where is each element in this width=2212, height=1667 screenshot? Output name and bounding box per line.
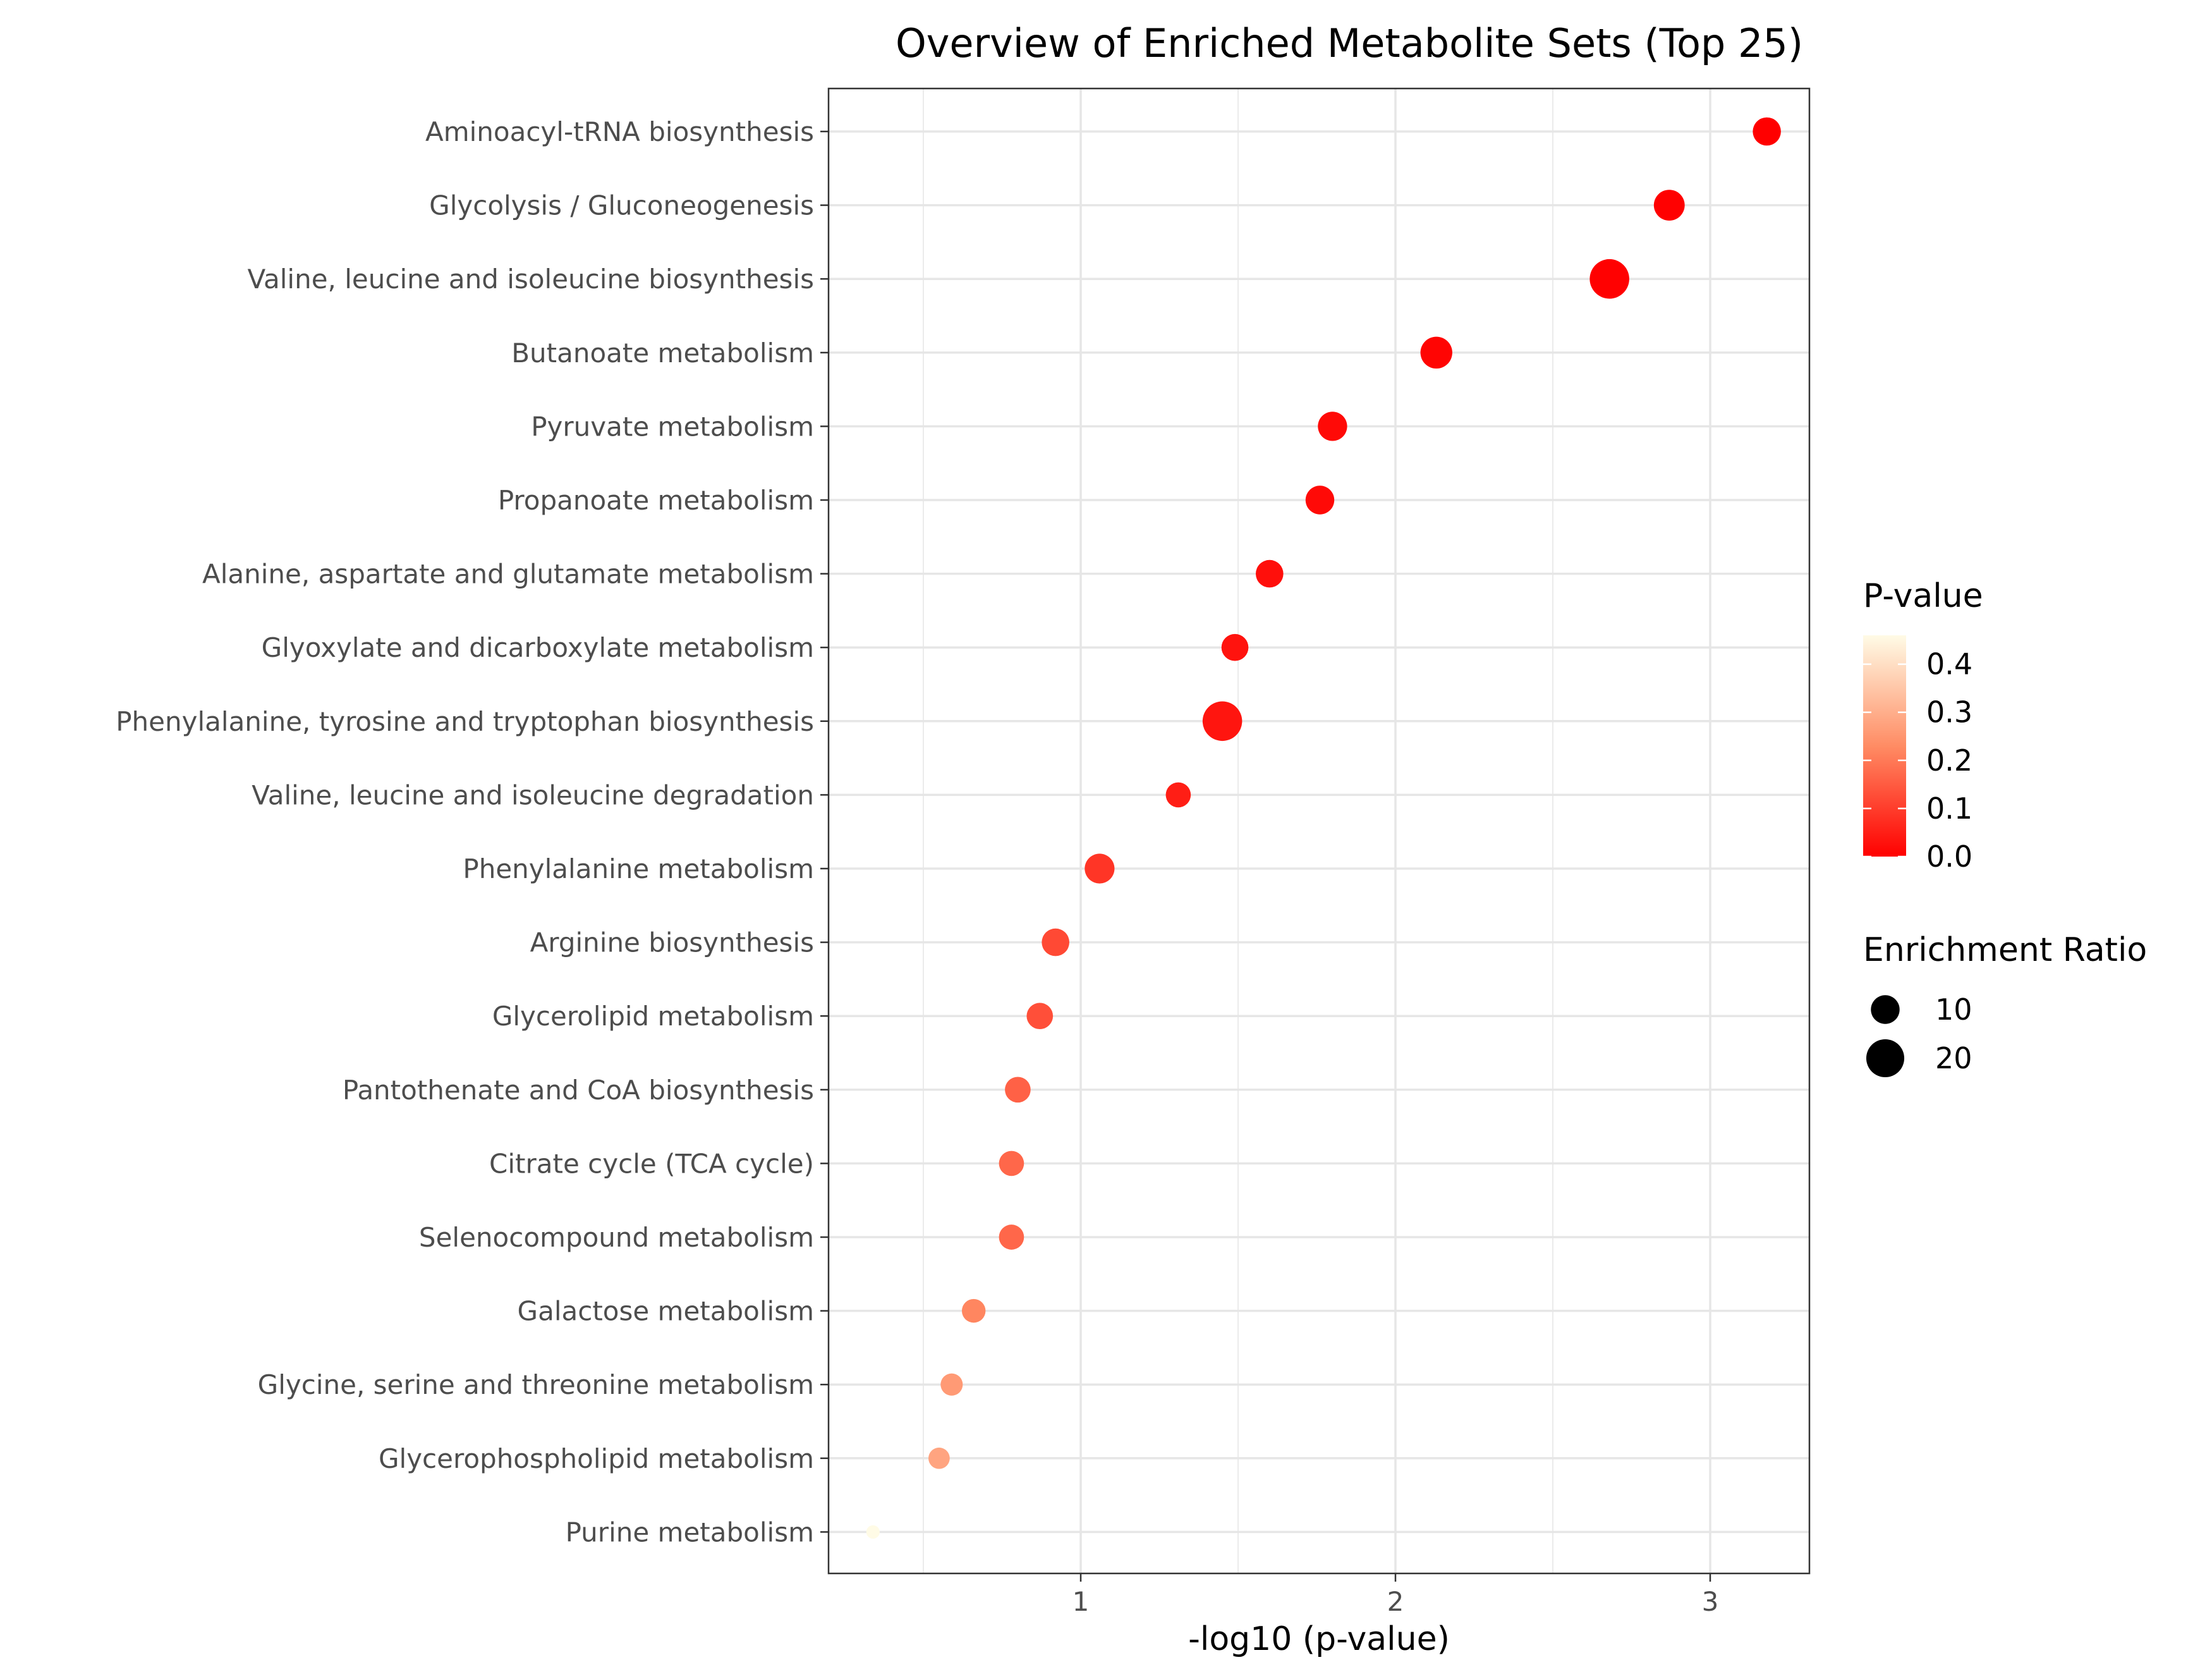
x-tick-label: 3 (1702, 1586, 1719, 1617)
y-tick-label: Pantothenate and CoA biosynthesis (343, 1075, 814, 1106)
y-tick-label: Selenocompound metabolism (419, 1222, 814, 1253)
y-tick-label: Phenylalanine metabolism (463, 853, 814, 884)
y-tick-label: Citrate cycle (TCA cycle) (489, 1148, 814, 1179)
size-legend-key (1871, 995, 1900, 1024)
size-legend-label: 10 (1935, 992, 1972, 1027)
data-point (999, 1224, 1024, 1250)
panel-background (829, 89, 1809, 1573)
minor-gridlines (923, 89, 1553, 1573)
y-tick-label: Valine, leucine and isoleucine degradati… (252, 779, 814, 810)
y-tick-label: Pyruvate metabolism (531, 411, 814, 442)
y-tick-label: Glycerolipid metabolism (492, 1001, 814, 1032)
y-tick-label: Aminoacyl-tRNA biosynthesis (425, 116, 814, 147)
panel-border (827, 87, 1811, 1575)
pvalue-legend: P-value 0.0 0.1 0.2 0.3 0.4 (1863, 577, 1983, 874)
colorbar-tick-label: 0.3 (1926, 695, 1972, 730)
data-point (1042, 928, 1069, 956)
data-point (1420, 336, 1452, 369)
colorbar-tick-label: 0.2 (1926, 743, 1972, 778)
enrichment-legend-title: Enrichment Ratio (1863, 931, 2147, 969)
y-tick-label: Phenylalanine, tyrosine and tryptophan b… (116, 706, 814, 737)
y-tick-label: Glyoxylate and dicarboxylate metabolism (262, 632, 814, 663)
data-point (1305, 485, 1335, 515)
data-point (1753, 117, 1781, 146)
colorbar-tick-label: 0.1 (1926, 791, 1972, 826)
data-point (1256, 559, 1284, 588)
chart-title: Overview of Enriched Metabolite Sets (To… (896, 20, 1803, 66)
colorbar-ticks: 0.0 0.1 0.2 0.3 0.4 (1863, 647, 1972, 874)
y-tick-label: Galactose metabolism (518, 1296, 814, 1327)
data-point (961, 1298, 986, 1323)
y-tick-label: Alanine, aspartate and glutamate metabol… (202, 559, 814, 590)
data-point (1202, 701, 1243, 742)
data-point (1653, 190, 1685, 221)
y-tick-label: Valine, leucine and isoleucine biosynthe… (248, 264, 814, 295)
data-point (1005, 1077, 1031, 1103)
plot-panel (827, 87, 1811, 1575)
x-tick-label: 2 (1387, 1586, 1404, 1617)
data-point (999, 1151, 1024, 1176)
x-axis-ticks: 1 2 3 (1073, 1573, 1719, 1617)
x-tick-label: 1 (1073, 1586, 1090, 1617)
colorbar-tick-label: 0.0 (1926, 840, 1972, 874)
colorbar-tick-label: 0.4 (1926, 647, 1972, 681)
pvalue-legend-title: P-value (1863, 577, 1983, 615)
y-tick-label: Glycerophospholipid metabolism (379, 1443, 814, 1474)
y-tick-label: Butanoate metabolism (511, 338, 814, 369)
y-tick-label: Purine metabolism (566, 1517, 814, 1548)
y-tick-label: Glycine, serine and threonine metabolism (258, 1369, 814, 1400)
y-axis-labels: Aminoacyl-tRNA biosynthesis Glycolysis / … (116, 116, 814, 1548)
data-point (866, 1525, 880, 1539)
major-gridlines (829, 89, 1809, 1573)
data-point (1318, 412, 1347, 441)
y-tick-label: Propanoate metabolism (498, 485, 814, 516)
y-tick-label: Arginine biosynthesis (530, 927, 814, 958)
data-point (1026, 1003, 1054, 1030)
pvalue-colorbar (1863, 635, 1906, 857)
data-point (1589, 259, 1629, 299)
data-point (1165, 782, 1191, 808)
data-point (1221, 633, 1249, 661)
data-points (866, 117, 1781, 1539)
size-legend-label: 20 (1935, 1041, 1972, 1075)
data-point (928, 1447, 950, 1469)
x-axis-title: -log10 (p-value) (1188, 1620, 1450, 1658)
data-point (1085, 853, 1115, 884)
size-legend-key (1866, 1039, 1905, 1078)
y-axis-ticks (820, 130, 829, 1533)
y-tick-label: Glycolysis / Gluconeogenesis (429, 190, 814, 221)
data-point (940, 1373, 963, 1396)
